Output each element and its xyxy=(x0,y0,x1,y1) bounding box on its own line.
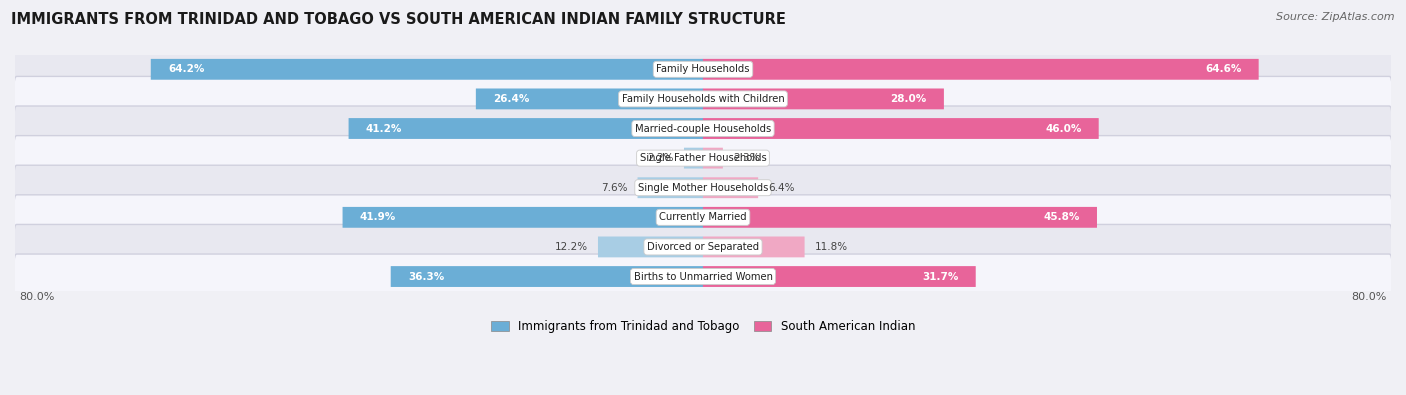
Text: 36.3%: 36.3% xyxy=(408,271,444,282)
FancyBboxPatch shape xyxy=(703,59,1258,80)
Text: 45.8%: 45.8% xyxy=(1043,213,1080,222)
Text: 2.3%: 2.3% xyxy=(733,153,759,163)
Text: Divorced or Separated: Divorced or Separated xyxy=(647,242,759,252)
Text: Source: ZipAtlas.com: Source: ZipAtlas.com xyxy=(1277,12,1395,22)
FancyBboxPatch shape xyxy=(343,207,703,228)
FancyBboxPatch shape xyxy=(703,207,1097,228)
FancyBboxPatch shape xyxy=(703,118,1098,139)
FancyBboxPatch shape xyxy=(683,148,703,169)
Text: Currently Married: Currently Married xyxy=(659,213,747,222)
FancyBboxPatch shape xyxy=(391,266,703,287)
Text: 2.2%: 2.2% xyxy=(647,153,673,163)
FancyBboxPatch shape xyxy=(14,224,1392,269)
Text: Single Father Households: Single Father Households xyxy=(640,153,766,163)
FancyBboxPatch shape xyxy=(637,177,703,198)
Text: 7.6%: 7.6% xyxy=(600,183,627,193)
FancyBboxPatch shape xyxy=(703,148,723,169)
Text: 80.0%: 80.0% xyxy=(1351,292,1386,302)
FancyBboxPatch shape xyxy=(703,177,758,198)
Text: Married-couple Households: Married-couple Households xyxy=(636,124,770,134)
FancyBboxPatch shape xyxy=(14,47,1392,92)
Text: 28.0%: 28.0% xyxy=(890,94,927,104)
Text: 31.7%: 31.7% xyxy=(922,271,959,282)
FancyBboxPatch shape xyxy=(14,76,1392,121)
Text: 6.4%: 6.4% xyxy=(768,183,794,193)
Text: 12.2%: 12.2% xyxy=(554,242,588,252)
FancyBboxPatch shape xyxy=(14,165,1392,210)
FancyBboxPatch shape xyxy=(14,195,1392,240)
Text: 64.6%: 64.6% xyxy=(1205,64,1241,74)
FancyBboxPatch shape xyxy=(703,266,976,287)
Text: 46.0%: 46.0% xyxy=(1045,124,1081,134)
FancyBboxPatch shape xyxy=(703,237,804,258)
FancyBboxPatch shape xyxy=(703,88,943,109)
Text: 41.9%: 41.9% xyxy=(360,213,396,222)
FancyBboxPatch shape xyxy=(150,59,703,80)
Text: 80.0%: 80.0% xyxy=(20,292,55,302)
Text: 64.2%: 64.2% xyxy=(169,64,204,74)
Text: Births to Unmarried Women: Births to Unmarried Women xyxy=(634,271,772,282)
Text: 11.8%: 11.8% xyxy=(815,242,848,252)
Text: 41.2%: 41.2% xyxy=(366,124,402,134)
Text: Family Households with Children: Family Households with Children xyxy=(621,94,785,104)
Text: Single Mother Households: Single Mother Households xyxy=(638,183,768,193)
FancyBboxPatch shape xyxy=(475,88,703,109)
FancyBboxPatch shape xyxy=(598,237,703,258)
Text: IMMIGRANTS FROM TRINIDAD AND TOBAGO VS SOUTH AMERICAN INDIAN FAMILY STRUCTURE: IMMIGRANTS FROM TRINIDAD AND TOBAGO VS S… xyxy=(11,12,786,27)
Legend: Immigrants from Trinidad and Tobago, South American Indian: Immigrants from Trinidad and Tobago, Sou… xyxy=(486,315,920,338)
FancyBboxPatch shape xyxy=(349,118,703,139)
FancyBboxPatch shape xyxy=(14,135,1392,181)
Text: Family Households: Family Households xyxy=(657,64,749,74)
FancyBboxPatch shape xyxy=(14,254,1392,299)
Text: 26.4%: 26.4% xyxy=(494,94,530,104)
FancyBboxPatch shape xyxy=(14,106,1392,151)
